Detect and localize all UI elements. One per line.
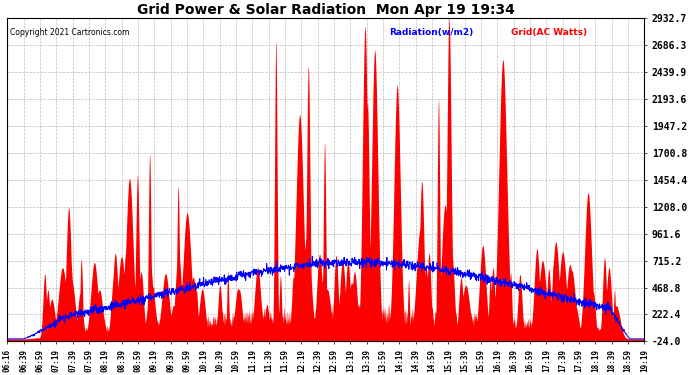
Text: Grid(AC Watts): Grid(AC Watts): [511, 28, 586, 37]
Text: Copyright 2021 Cartronics.com: Copyright 2021 Cartronics.com: [10, 28, 130, 37]
Text: Radiation(w/m2): Radiation(w/m2): [390, 28, 474, 37]
Title: Grid Power & Solar Radiation  Mon Apr 19 19:34: Grid Power & Solar Radiation Mon Apr 19 …: [137, 3, 515, 17]
